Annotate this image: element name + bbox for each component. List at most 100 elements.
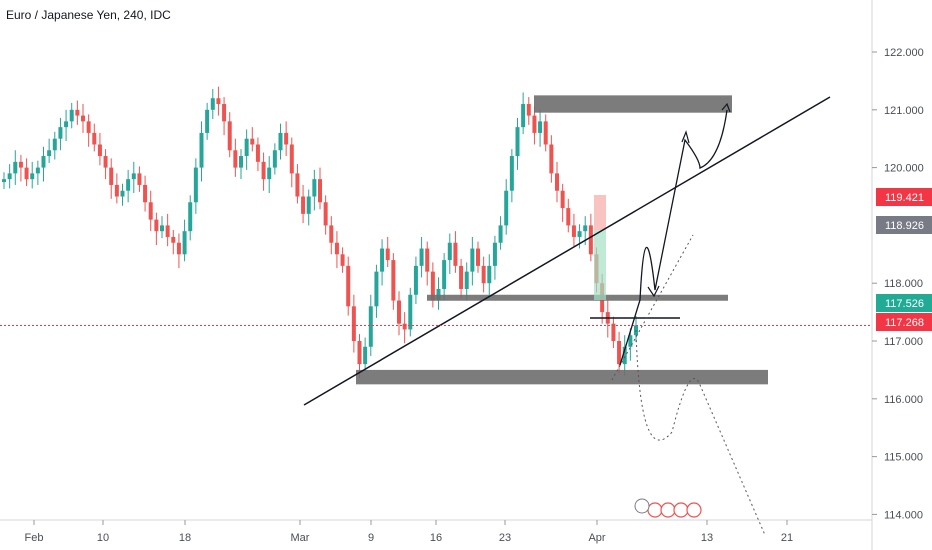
candle-body bbox=[41, 156, 46, 168]
x-tick-label: Apr bbox=[588, 532, 605, 544]
candle-body bbox=[92, 132, 97, 145]
candle-body bbox=[413, 265, 418, 295]
x-tick-label: 21 bbox=[781, 532, 793, 544]
candle-body bbox=[210, 98, 215, 110]
candle-body bbox=[459, 265, 464, 289]
candle-body bbox=[24, 167, 29, 180]
candle-body bbox=[470, 248, 475, 272]
candle-body bbox=[126, 179, 131, 191]
candle-body bbox=[464, 271, 469, 289]
candle-body bbox=[289, 144, 294, 174]
candle-body bbox=[13, 161, 18, 174]
candle-body bbox=[30, 173, 35, 180]
candle-body bbox=[498, 225, 503, 243]
candle-body bbox=[188, 202, 193, 232]
candle-body bbox=[261, 161, 266, 180]
badge-circle bbox=[673, 502, 689, 518]
candle-body bbox=[222, 104, 227, 122]
x-tick-label: 18 bbox=[179, 532, 191, 544]
candle-body bbox=[611, 323, 616, 341]
candles bbox=[2, 86, 638, 378]
candle-body bbox=[526, 104, 531, 116]
candle-body bbox=[255, 144, 260, 162]
candle-body bbox=[538, 121, 543, 133]
badge-circle bbox=[647, 502, 663, 518]
candle-body bbox=[148, 202, 153, 220]
candle-body bbox=[233, 150, 238, 168]
trendline bbox=[303, 96, 831, 406]
candle-body bbox=[205, 109, 210, 133]
arrowhead-up-1 bbox=[681, 130, 690, 144]
green-level-tag-label: 117.526 bbox=[885, 298, 924, 310]
candle-body bbox=[577, 231, 582, 237]
x-tick-label: 16 bbox=[430, 532, 442, 544]
candle-body bbox=[397, 300, 401, 324]
candle-body bbox=[481, 265, 486, 284]
candle-body bbox=[81, 115, 85, 122]
candle-body bbox=[329, 225, 334, 243]
candle-body bbox=[193, 167, 198, 203]
candle-body bbox=[402, 323, 407, 330]
candle-body bbox=[476, 248, 480, 266]
candle-body bbox=[588, 225, 593, 255]
candle-body bbox=[137, 173, 142, 185]
candle-body bbox=[284, 132, 289, 145]
candle-body bbox=[182, 231, 187, 255]
candle-body bbox=[549, 144, 554, 174]
arrowhead-down bbox=[647, 285, 660, 298]
green-level-tag bbox=[876, 294, 932, 312]
candle-body bbox=[171, 236, 176, 243]
candle-body bbox=[442, 260, 447, 289]
candle-body bbox=[58, 127, 63, 139]
candle-body bbox=[306, 196, 311, 214]
candle-body bbox=[374, 271, 379, 307]
y-tick-label: 118.000 bbox=[884, 278, 923, 290]
y-tick-label: 117.000 bbox=[884, 336, 923, 348]
candle-body bbox=[408, 294, 413, 330]
current-price-tag bbox=[876, 313, 932, 331]
candle-body bbox=[143, 184, 148, 203]
candle-body bbox=[323, 202, 328, 226]
candle-body bbox=[199, 132, 204, 168]
candle-body bbox=[555, 173, 559, 191]
y-tick-label: 114.000 bbox=[884, 509, 923, 521]
red-level-tag bbox=[876, 188, 932, 206]
candle-body bbox=[368, 306, 373, 347]
candle-body bbox=[103, 156, 108, 168]
candle-body bbox=[301, 196, 306, 214]
candle-body bbox=[64, 121, 69, 128]
candle-body bbox=[272, 150, 277, 168]
x-tick-label: Mar bbox=[291, 532, 310, 544]
candle-body bbox=[515, 127, 520, 157]
candle-body bbox=[244, 138, 249, 157]
badge-circle bbox=[686, 502, 702, 518]
ideas-badge bbox=[634, 498, 702, 518]
y-tick-label: 122.000 bbox=[884, 47, 924, 59]
candle-body bbox=[154, 219, 159, 232]
candle-body bbox=[35, 167, 40, 174]
candle-body bbox=[543, 121, 548, 145]
candle-body bbox=[560, 190, 565, 209]
candle-body bbox=[521, 104, 526, 128]
candle-body bbox=[425, 248, 430, 272]
candle-body bbox=[566, 208, 571, 226]
candle-body bbox=[176, 242, 181, 255]
candle-body bbox=[18, 161, 23, 168]
candle-body bbox=[267, 167, 272, 180]
candle-body bbox=[318, 179, 322, 203]
current-price-tag-label: 117.268 bbox=[885, 317, 924, 329]
candle-body bbox=[628, 335, 633, 347]
x-tick-label: Feb bbox=[25, 532, 44, 544]
candle-body bbox=[239, 156, 243, 168]
x-tick-label: 9 bbox=[368, 532, 374, 544]
y-tick-label: 121.000 bbox=[884, 105, 924, 117]
red-level-tag-label: 119.421 bbox=[885, 192, 924, 204]
candle-body bbox=[504, 190, 509, 226]
candle-body bbox=[430, 271, 435, 301]
candle-body bbox=[227, 121, 232, 151]
x-tick-label: 13 bbox=[701, 532, 713, 544]
y-tick-label: 120.000 bbox=[884, 163, 924, 175]
candle-body bbox=[2, 179, 6, 183]
candle-body bbox=[131, 173, 136, 180]
